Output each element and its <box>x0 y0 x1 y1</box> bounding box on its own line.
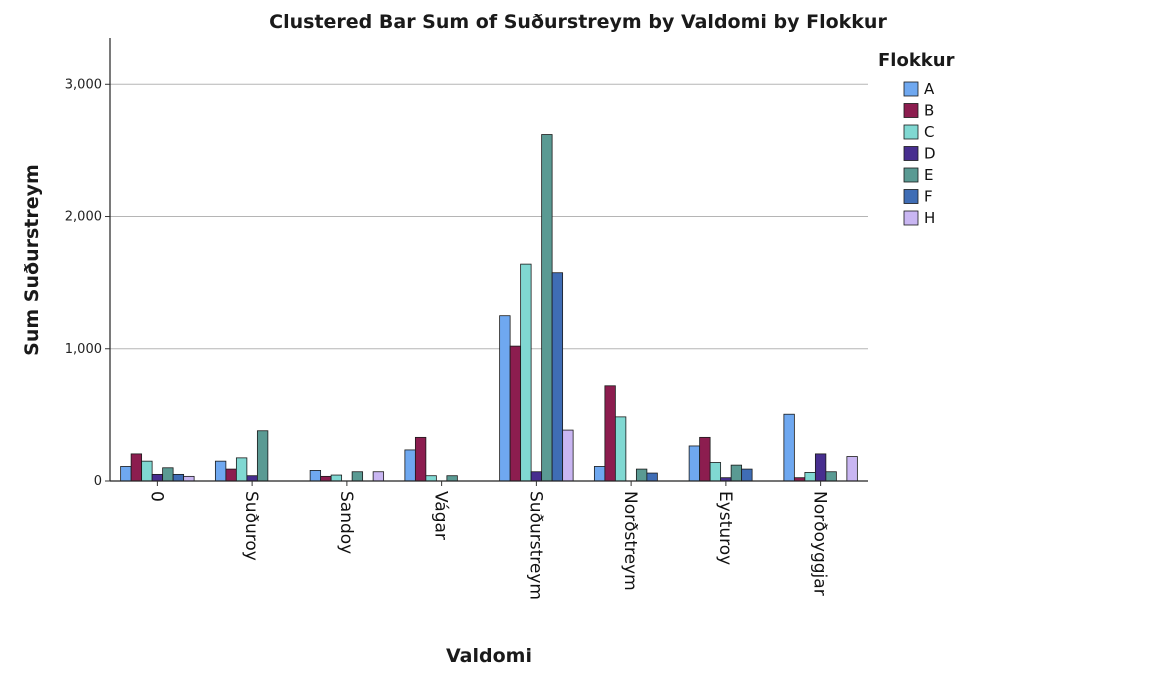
x-tick-label-0: 0 <box>146 491 166 502</box>
bar-A-6 <box>688 445 701 482</box>
legend-label-F: F <box>924 188 933 206</box>
bar-C-6 <box>709 462 722 482</box>
bar-C-7 <box>804 472 816 482</box>
bar-A-2 <box>309 470 322 482</box>
bar-A-1 <box>214 460 227 482</box>
bar-E-6 <box>730 464 743 482</box>
gridlines <box>110 83 868 350</box>
x-tick-label-5: Norðstreym <box>620 491 640 591</box>
legend-swatch-F <box>903 189 919 204</box>
y-tick-label-0: 0 <box>94 474 102 489</box>
bar-B-5 <box>604 385 616 482</box>
legend-label-E: E <box>924 166 933 184</box>
x-tick-label-6: Eysturoy <box>715 491 735 565</box>
bar-A-4 <box>499 315 511 482</box>
bar-F-6 <box>741 468 753 482</box>
y-axis-title: Sum Suðurstreym <box>21 164 43 356</box>
bar-E-7 <box>825 471 837 482</box>
bar-E-1 <box>256 430 269 482</box>
bar-H-2 <box>372 471 385 482</box>
bar-D-1 <box>246 475 258 482</box>
bar-E-5 <box>635 468 648 482</box>
y-tick-label-1: 1,000 <box>65 342 102 357</box>
bar-B-1 <box>225 468 237 482</box>
bar-H-0 <box>183 475 195 482</box>
bar-H-4 <box>562 429 574 482</box>
x-axis-ticks: 0 Suðuroy Sandoy Vágar Suðurstreym Norðstreym… <box>146 481 830 600</box>
bar-E-3 <box>446 475 458 482</box>
legend-swatch-E <box>903 167 919 183</box>
bar-A-7 <box>783 413 795 482</box>
bar-C-3 <box>425 475 437 482</box>
legend-swatch-A <box>903 81 919 97</box>
bar-A-0 <box>120 466 132 482</box>
bar-F-4 <box>551 272 564 482</box>
legend-swatch-C <box>903 124 919 140</box>
bar-C-1 <box>235 457 248 482</box>
bar-B-4 <box>509 345 522 482</box>
x-tick-label-4: Suðurstreym <box>525 491 545 600</box>
legend-swatch-B <box>903 103 919 118</box>
legend-label-H: H <box>924 209 935 227</box>
bar-D-0 <box>151 473 164 482</box>
x-tick-label-7: Norðoyggjar <box>810 491 830 596</box>
legend-swatch-D <box>903 146 919 161</box>
bar-E-0 <box>162 467 174 482</box>
x-tick-label-3: Vágar <box>431 491 451 540</box>
bar-F-0 <box>172 473 185 482</box>
bar-A-5 <box>593 466 606 482</box>
legend-label-C: C <box>924 123 934 141</box>
bar-C-5 <box>614 416 627 482</box>
bars <box>120 134 858 482</box>
x-axis-title: Valdomi <box>446 645 532 667</box>
bar-H-7 <box>846 456 858 482</box>
bar-E-2 <box>351 471 364 482</box>
bar-F-5 <box>646 472 658 482</box>
legend-label-D: D <box>924 145 936 163</box>
bar-C-4 <box>520 263 532 482</box>
bar-E-4 <box>541 134 553 482</box>
y-axis-ticks: 0 1,000 2,000 3,000 <box>65 77 110 489</box>
chart-title: Clustered Bar Sum of Suðurstreym by Vald… <box>269 11 887 33</box>
y-tick-label-3: 3,000 <box>65 77 102 92</box>
bar-B-0 <box>130 453 143 482</box>
legend-label-B: B <box>924 102 934 120</box>
bar-B-3 <box>414 436 427 482</box>
bar-D-4 <box>530 471 543 482</box>
bar-B-6 <box>699 436 711 482</box>
legend-title: Flokkur <box>878 50 955 71</box>
legend-label-A: A <box>924 80 935 98</box>
bar-B-2 <box>320 475 332 482</box>
x-tick-label-1: Suðuroy <box>241 491 261 561</box>
bar-C-2 <box>330 474 343 482</box>
bar-D-7 <box>814 453 827 482</box>
x-tick-label-2: Sandoy <box>336 491 356 554</box>
axes <box>109 38 868 482</box>
legend-swatch-H <box>903 210 919 226</box>
bar-A-3 <box>404 449 416 482</box>
y-tick-label-2: 2,000 <box>65 210 102 225</box>
bar-C-0 <box>141 460 153 482</box>
